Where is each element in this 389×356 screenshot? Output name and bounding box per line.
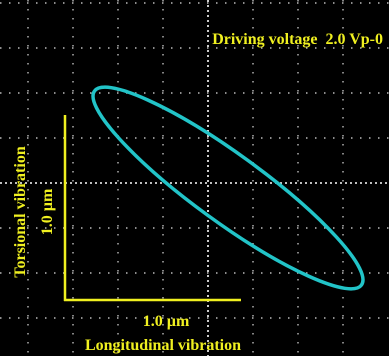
oscilloscope-screen: Driving voltage 2.0 Vp-0 Torsional vibra…: [0, 0, 389, 356]
vertical-scale-label: 1.0 µm: [39, 188, 56, 235]
horizontal-scale-label: 1.0 µm: [143, 313, 190, 330]
y-axis-label: Torsional vibration: [12, 146, 29, 278]
background: [0, 0, 389, 356]
x-axis-label: Longitudinal vibration: [85, 337, 241, 354]
title: Driving voltage 2.0 Vp-0: [212, 31, 383, 48]
